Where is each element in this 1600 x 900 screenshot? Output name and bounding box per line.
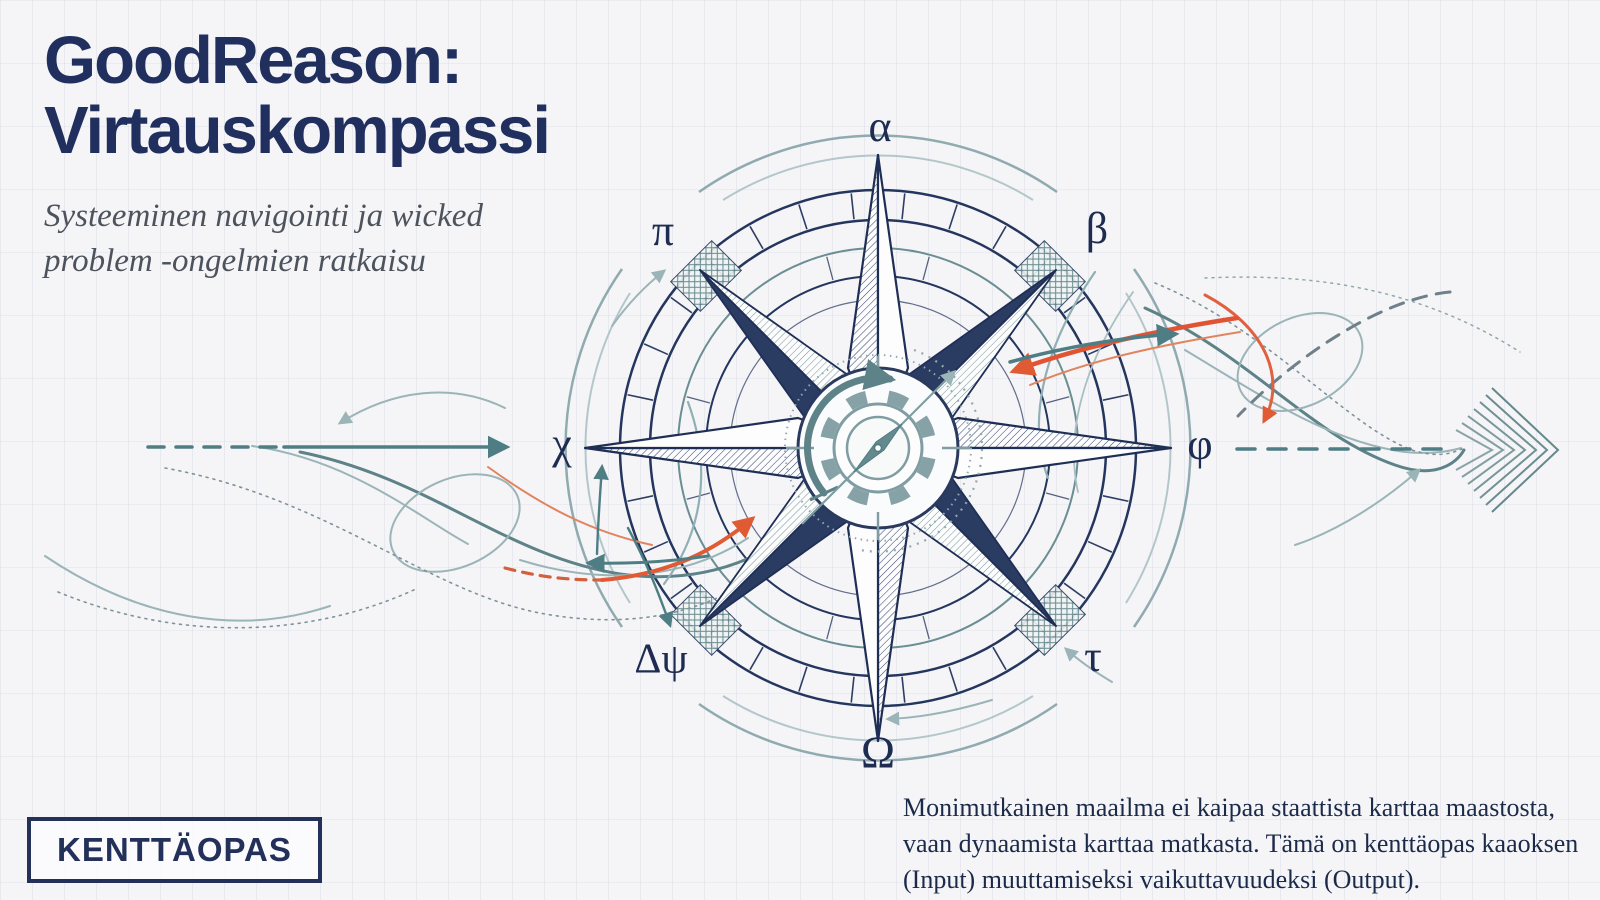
subtitle-line-2: problem -ongelmien ratkaisu (44, 242, 426, 279)
compass-center-gear (784, 348, 984, 553)
title-line-2: Virtauskompassi (44, 92, 551, 168)
field-guide-badge: KENTTÄOPAS (27, 817, 322, 883)
compass-label-w: χ (551, 419, 572, 468)
flow-accent-arrows (146, 269, 1454, 726)
compass-label-nw: π (652, 206, 674, 255)
footer-line-3: (Input) muuttamiseksi vaikuttavuudeksi (… (903, 864, 1421, 894)
compass-label-e: φ (1187, 420, 1212, 469)
footer-paragraph: Monimutkainen maailma ei kaipaa staattis… (903, 790, 1578, 898)
subtitle-line-1: Systeeminen navigointi ja wicked (44, 198, 483, 234)
compass-label-sw: Δψ (634, 637, 687, 683)
compass-labels: α β φ τ Ω Δψ χ π (551, 102, 1212, 777)
gear-teeth (819, 389, 937, 507)
title-line-1: GoodReason: (44, 23, 463, 98)
footer-line-2: vaan dynaamista karttaa matkasta. Tämä o… (903, 828, 1579, 858)
page-title: GoodReason: Virtauskompassi (44, 23, 551, 168)
output-arrowhead (1455, 387, 1560, 513)
compass-label-n: α (868, 102, 891, 151)
page-subtitle: Systeeminen navigointi ja wicked problem… (44, 194, 483, 283)
orange-return-arrow (1009, 315, 1240, 376)
compass-label-ne: β (1086, 204, 1108, 253)
compass-label-se: τ (1084, 632, 1102, 681)
compass-label-s: Ω (861, 727, 895, 778)
cycle-arc-arrow (804, 359, 897, 497)
footer-line-1: Monimutkainen maailma ei kaipaa staattis… (903, 793, 1555, 822)
